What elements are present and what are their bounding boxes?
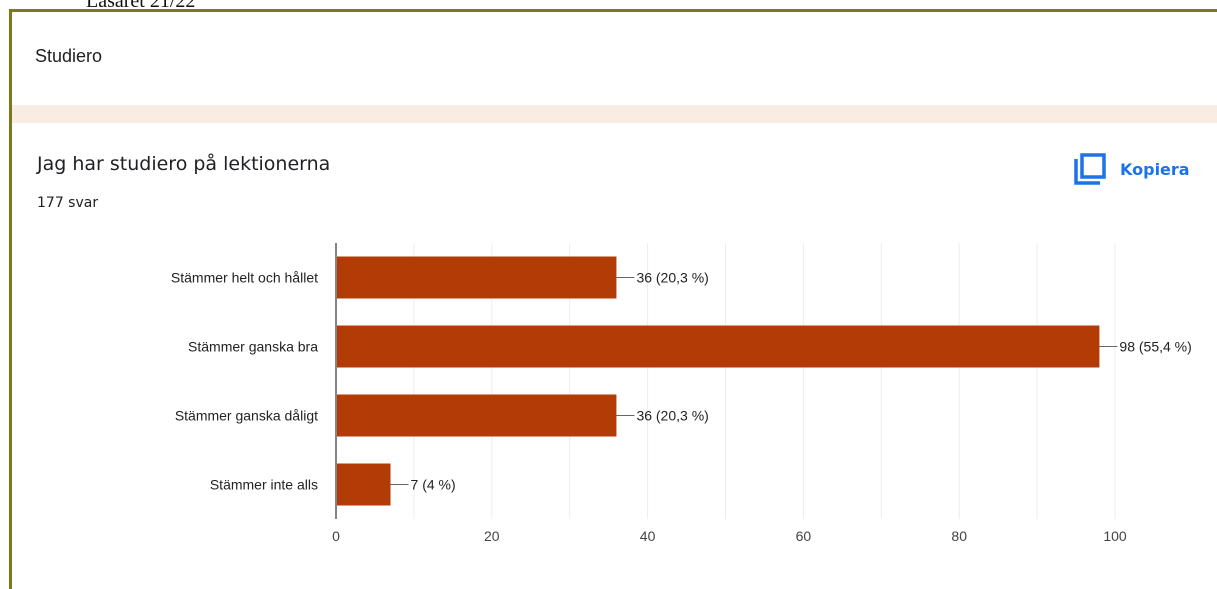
copy-chart-button[interactable]: Kopiera [1072, 151, 1190, 187]
response-count: 177 svar [37, 195, 99, 211]
copy-label: Kopiera [1120, 159, 1190, 179]
question-title: Jag har studiero på lektionerna [37, 153, 331, 175]
section-header: Studiero [12, 12, 1217, 107]
question-card: Jag har studiero på lektionerna 177 svar… [12, 123, 1217, 589]
section-title: Studiero [35, 46, 103, 66]
copy-icon [1074, 153, 1106, 185]
section-divider-band [12, 105, 1217, 123]
form-summary-frame: Studiero Jag har studiero på lektionerna… [9, 9, 1217, 589]
